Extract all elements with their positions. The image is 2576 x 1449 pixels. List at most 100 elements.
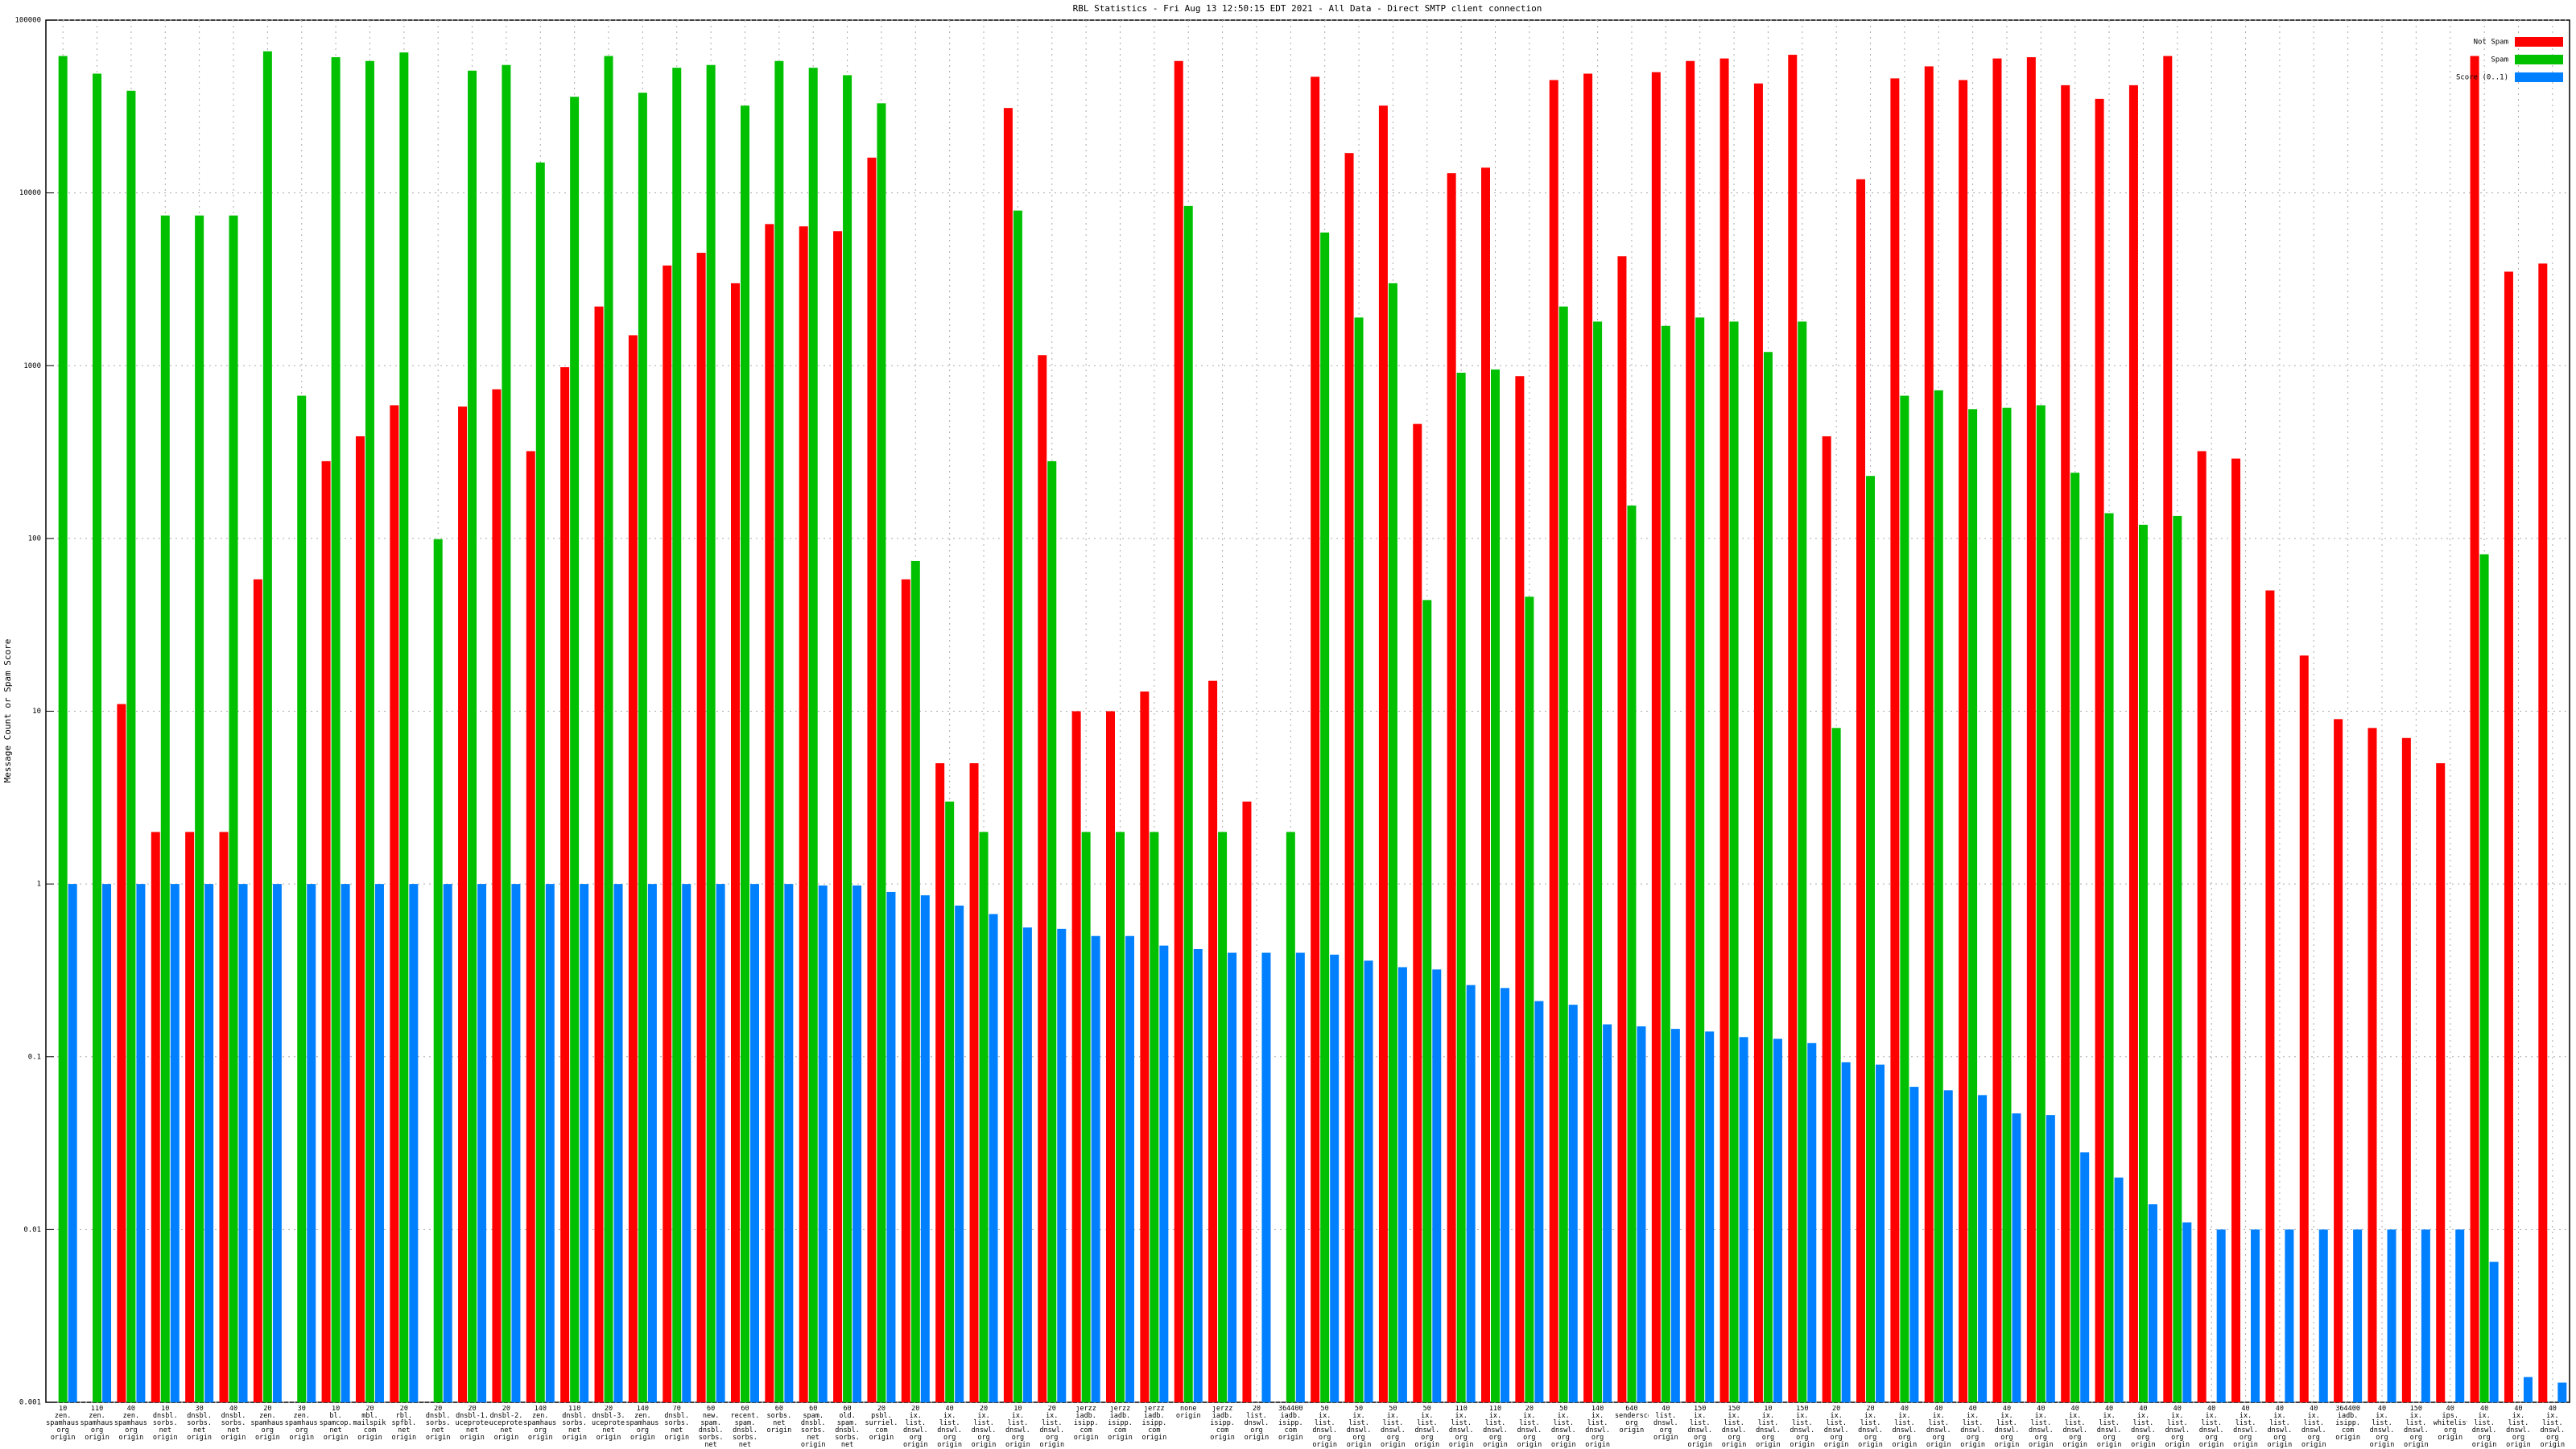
- bar: [1686, 60, 1695, 1402]
- x-tick-label: 40 ix. list. dnswl. org origin: [2165, 1406, 2190, 1449]
- x-tick-label: 40 ix. list. dnswl. org origin: [2471, 1406, 2497, 1449]
- bar: [1003, 108, 1013, 1402]
- bar: [628, 335, 638, 1402]
- bar: [1013, 210, 1022, 1402]
- x-tick-label: 40 dnsbl. sorbs. net origin: [221, 1406, 246, 1442]
- bar: [2216, 1229, 2226, 1402]
- y-tick-label: 0.1: [28, 1053, 41, 1061]
- bar: [545, 884, 555, 1402]
- bar: [1388, 283, 1397, 1402]
- x-tick-label: 20 rbl. spfbl. net origin: [391, 1406, 417, 1442]
- bar: [910, 560, 920, 1402]
- bar: [920, 895, 930, 1402]
- bar: [307, 884, 316, 1402]
- x-tick-label: 40 ix. list. dnswl. org origin: [1892, 1406, 1918, 1449]
- x-tick-label: 60 new. spam. dnsbl. sorbs. net: [698, 1406, 724, 1449]
- bar: [1091, 935, 1100, 1402]
- bar: [2080, 1152, 2090, 1402]
- bar: [2138, 524, 2148, 1402]
- bar: [2163, 56, 2173, 1402]
- bar: [1959, 80, 1968, 1402]
- bar: [1150, 832, 1159, 1402]
- bar: [955, 905, 964, 1402]
- x-tick-label: 50 ix. list. dnswl. org origin: [1346, 1406, 1372, 1449]
- bar: [1456, 373, 1466, 1402]
- bar: [2095, 98, 2104, 1403]
- bar: [1637, 1026, 1646, 1402]
- x-tick-label: 40 ix. list. dnswl. org origin: [2540, 1406, 2566, 1449]
- bar: [682, 884, 691, 1402]
- x-tick-label: 20 dnsbl-1. uceprotect. net origin: [455, 1406, 489, 1442]
- bar: [740, 105, 749, 1403]
- bar: [901, 579, 910, 1402]
- bar: [195, 215, 204, 1402]
- bar: [238, 884, 248, 1402]
- y-tick-label: 100000: [14, 17, 41, 25]
- bar: [1900, 395, 1909, 1402]
- bar: [706, 64, 716, 1403]
- bar: [1295, 952, 1305, 1402]
- x-tick-label: jerzz iadb. isipp. com origin: [1210, 1406, 1235, 1442]
- bar: [2401, 737, 2411, 1402]
- x-tick-label: 40 ix. list. dnswl. org origin: [2506, 1406, 2531, 1449]
- bar: [1038, 355, 1047, 1403]
- bar: [2504, 271, 2513, 1403]
- bar: [2285, 1229, 2294, 1402]
- x-tick-label: 40 ix. list. dnswl. org origin: [2198, 1406, 2224, 1449]
- bar: [2251, 1229, 2260, 1402]
- bar: [594, 306, 604, 1402]
- bar: [560, 367, 570, 1403]
- x-tick-label: none origin: [1175, 1406, 1201, 1420]
- x-tick-label: 40 ix. list. dnswl. org origin: [1960, 1406, 1985, 1449]
- bar: [2538, 263, 2548, 1402]
- bar: [1992, 58, 2002, 1403]
- bar: [784, 884, 794, 1402]
- bar: [1481, 167, 1491, 1403]
- legend-label: Not Spam: [2474, 39, 2508, 47]
- bar: [1174, 60, 1183, 1402]
- bar: [1739, 1037, 1748, 1402]
- bar: [399, 52, 409, 1403]
- x-tick-label: 40 ix. list. dnswl. org origin: [1994, 1406, 2020, 1449]
- bar: [1311, 76, 1320, 1403]
- bar: [1583, 73, 1593, 1402]
- x-tick-label: jerzz iadb. isipp. com origin: [1141, 1406, 1167, 1442]
- bar: [1413, 423, 1422, 1402]
- bar: [511, 884, 521, 1402]
- x-tick-label: 150 ix. list. dnswl. org origin: [1721, 1406, 1747, 1449]
- bar: [2182, 1222, 2192, 1402]
- bar: [535, 162, 545, 1402]
- bar: [1432, 969, 1442, 1402]
- bar: [2026, 57, 2036, 1402]
- x-tick-label: 10 zen. spamhaus. org origin: [46, 1406, 80, 1442]
- bar: [1603, 1024, 1612, 1402]
- x-tick-label: 110 dnsbl. sorbs. net origin: [562, 1406, 587, 1442]
- bar: [321, 460, 331, 1402]
- x-tick-label: 20 ix. list. dnswl. org origin: [1858, 1406, 1883, 1449]
- bar: [808, 68, 818, 1403]
- x-tick-label: 40 ix. list. dnswl. org origin: [2096, 1406, 2122, 1449]
- bar: [2334, 719, 2343, 1402]
- bar: [297, 395, 307, 1402]
- bar: [1159, 945, 1169, 1402]
- bar: [1071, 711, 1081, 1402]
- legend-swatch: [2515, 55, 2563, 64]
- x-tick-label: 60 old. spam. dnsbl. sorbs. net: [835, 1406, 860, 1449]
- x-tick-label: 110 zen. spamhaus. org origin: [80, 1406, 114, 1442]
- bar: [468, 70, 477, 1403]
- bar: [374, 884, 384, 1402]
- y-tick-label: 10000: [19, 189, 41, 197]
- bar: [1807, 1042, 1817, 1402]
- bar: [1558, 306, 1568, 1402]
- x-tick-label: 40 ix. list. dnswl. org origin: [2131, 1406, 2156, 1449]
- y-tick-label: 100: [28, 535, 41, 543]
- bar: [93, 73, 102, 1402]
- bar: [151, 832, 160, 1402]
- bar: [1057, 928, 1067, 1402]
- bar: [390, 405, 399, 1402]
- x-tick-label: 40 ix. list. dnswl. org origin: [2028, 1406, 2054, 1449]
- x-tick-label: 40 ix. list. dnswl. org origin: [2062, 1406, 2088, 1449]
- bar: [2104, 513, 2114, 1403]
- bar: [2489, 1261, 2499, 1402]
- bar: [1344, 153, 1354, 1402]
